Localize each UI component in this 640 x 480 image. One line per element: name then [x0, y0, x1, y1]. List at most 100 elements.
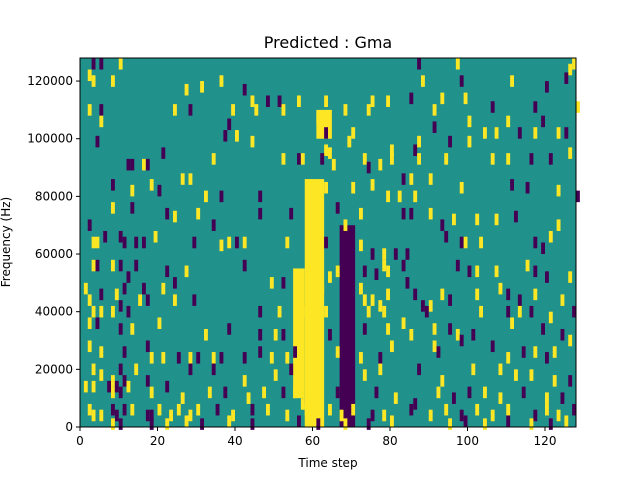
heatmap-cell	[351, 127, 356, 139]
heatmap-cell	[506, 288, 511, 301]
heatmap-cell	[560, 294, 565, 306]
heatmap-cell	[483, 386, 487, 399]
heatmap-band	[293, 268, 305, 399]
heatmap-cell	[498, 392, 503, 404]
heatmap-cell	[452, 213, 456, 226]
heatmap-cell	[366, 161, 371, 174]
x-tick-label: 60	[305, 434, 320, 448]
heatmap-cell	[258, 207, 263, 220]
heatmap-cell	[533, 101, 538, 113]
heatmap-cell	[572, 403, 576, 416]
heatmap-cell	[568, 63, 573, 76]
heatmap-cell	[362, 294, 367, 306]
heatmap-cell	[564, 72, 569, 84]
heatmap-cell	[99, 115, 104, 128]
heatmap-cell	[308, 328, 313, 341]
heatmap-cell	[378, 352, 383, 364]
heatmap-cell	[285, 352, 290, 364]
heatmap-cell	[409, 173, 414, 185]
heatmap-cell	[463, 415, 468, 427]
heatmap-cell	[211, 363, 216, 376]
heatmap-cell	[145, 158, 150, 171]
heatmap-cell	[436, 386, 441, 399]
heatmap-cell	[111, 375, 115, 387]
heatmap-cell	[242, 352, 247, 364]
heatmap-cell	[91, 305, 96, 318]
heatmap-cell	[467, 265, 472, 278]
heatmap-cell	[173, 210, 177, 223]
heatmap-cell	[324, 127, 328, 139]
heatmap-cell	[510, 75, 514, 87]
heatmap-cell	[440, 288, 445, 301]
heatmap-cell	[122, 236, 127, 249]
heatmap-cell	[494, 213, 499, 226]
heatmap-cell	[517, 127, 522, 139]
heatmap-band	[304, 179, 325, 427]
heatmap-cell	[359, 207, 363, 220]
heatmap-cell	[459, 236, 464, 249]
heatmap-cell	[304, 403, 309, 416]
heatmap-cell	[401, 259, 406, 272]
heatmap-cell	[111, 202, 115, 214]
heatmap-cell	[362, 153, 367, 165]
heatmap-cell	[157, 317, 162, 329]
heatmap-cell	[254, 104, 259, 116]
heatmap-cell	[269, 352, 274, 364]
heatmap-cell	[517, 294, 522, 306]
heatmap-cell	[374, 386, 379, 399]
heatmap-cell	[165, 207, 170, 220]
heatmap-cell	[192, 294, 197, 306]
heatmap-cell	[552, 375, 557, 387]
heatmap-cell	[204, 328, 208, 341]
y-tick-label: 120000	[27, 74, 73, 88]
heatmap-cell	[114, 380, 119, 393]
heatmap-cell	[126, 305, 131, 318]
heatmap-cell	[506, 415, 511, 427]
heatmap-cell	[545, 81, 549, 93]
heatmap-cell	[145, 409, 150, 422]
heatmap-cell	[297, 95, 301, 108]
heatmap-cell	[533, 288, 538, 301]
heatmap-cell	[324, 95, 328, 108]
heatmap-cell	[448, 135, 452, 148]
heatmap-cell	[107, 380, 111, 393]
heatmap-cell	[118, 386, 123, 399]
heatmap-cell	[227, 415, 232, 427]
heatmap-cell	[343, 219, 348, 231]
heatmap-cell	[122, 282, 127, 295]
heatmap-cell	[211, 352, 216, 364]
heatmap-cell	[289, 363, 294, 376]
heatmap-cell	[126, 158, 131, 171]
heatmap-cell	[99, 346, 104, 358]
y-tick-label: 40000	[35, 305, 73, 319]
heatmap-cell	[277, 305, 282, 318]
chart-title: Predicted : Gma	[264, 33, 392, 52]
heatmap-cell	[111, 386, 115, 399]
heatmap-cell	[235, 130, 239, 142]
heatmap-cell	[149, 418, 154, 430]
heatmap-cell	[467, 386, 472, 399]
heatmap-cell	[339, 409, 344, 422]
heatmap-cell	[545, 392, 549, 404]
x-tick-label: 120	[534, 434, 557, 448]
heatmap-cell	[316, 369, 321, 381]
x-axis: 0 20 40 60 80 100 120	[76, 427, 556, 448]
heatmap-cell	[386, 190, 390, 203]
y-axis: 0 20000 40000 60000 80000 100000 120000	[27, 74, 80, 434]
heatmap-cell	[250, 95, 255, 108]
heatmap-cell	[409, 207, 414, 220]
heatmap-cell	[382, 409, 387, 422]
heatmap-cell	[114, 409, 119, 422]
heatmap-cell	[393, 392, 398, 404]
heatmap-cell	[111, 75, 115, 87]
heatmap-cell	[126, 380, 131, 393]
heatmap-cell	[266, 403, 270, 416]
heatmap-cell	[91, 409, 96, 422]
heatmap-cell	[529, 369, 534, 381]
heatmap-cell	[250, 403, 255, 416]
heatmap-cell	[83, 282, 88, 295]
heatmap-cell	[200, 418, 204, 430]
heatmap-cell	[514, 210, 518, 223]
heatmap-cell	[401, 317, 406, 329]
